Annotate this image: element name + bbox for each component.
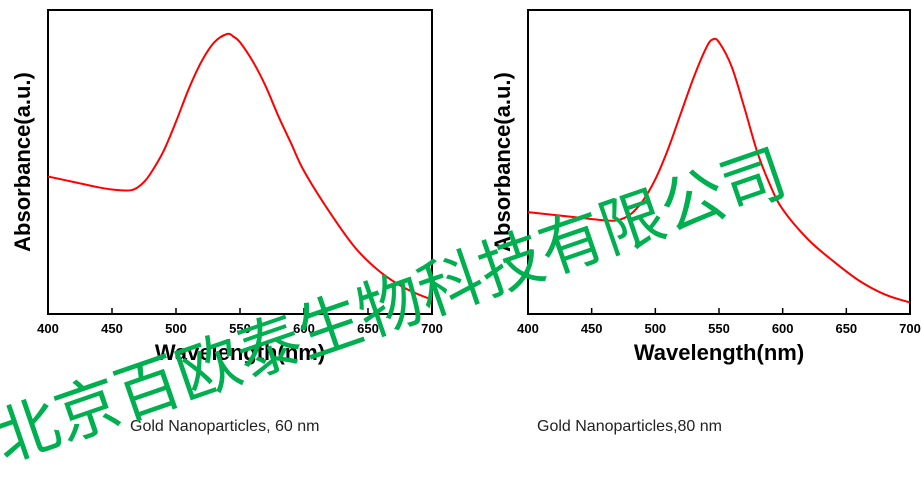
x-axis-label: Wavelength(nm): [634, 340, 804, 365]
series-line: [527, 37, 911, 304]
chart-1-caption: Gold Nanoparticles, 60 nm: [130, 418, 320, 435]
x-tick-label: 650: [835, 321, 857, 336]
x-tick-label: 500: [644, 321, 666, 336]
x-tick-label: 500: [165, 321, 187, 336]
plot-frame: [527, 9, 911, 315]
x-tick-label: 700: [899, 321, 921, 336]
chart-1: 400 450 500 550 600 650 700 Wavelength(nm) Absor…: [10, 9, 443, 365]
x-tick-label: 450: [101, 321, 123, 336]
x-tick-label: 400: [517, 321, 539, 336]
x-tick-label: 400: [37, 321, 59, 336]
x-tick-label: 700: [421, 321, 443, 336]
series-line: [47, 32, 433, 301]
y-axis-label: Absorbance(a.u.): [10, 72, 35, 252]
plot-frame: [47, 9, 433, 315]
x-tick-label: 550: [708, 321, 730, 336]
x-tick-label: 450: [581, 321, 603, 336]
y-axis-label: Absorbance(a.u.): [490, 72, 515, 252]
x-tick-label: 600: [772, 321, 794, 336]
x-tick-label: 550: [229, 321, 251, 336]
x-tick-label: 650: [357, 321, 379, 336]
chart-2: 400 450 500 550 600 650 700 Wavelength(nm) Absor…: [490, 9, 921, 365]
x-tick-label: 600: [293, 321, 315, 336]
chart-2-caption: Gold Nanoparticles,80 nm: [537, 418, 722, 435]
x-axis-label: Wavelength(nm): [155, 340, 325, 365]
